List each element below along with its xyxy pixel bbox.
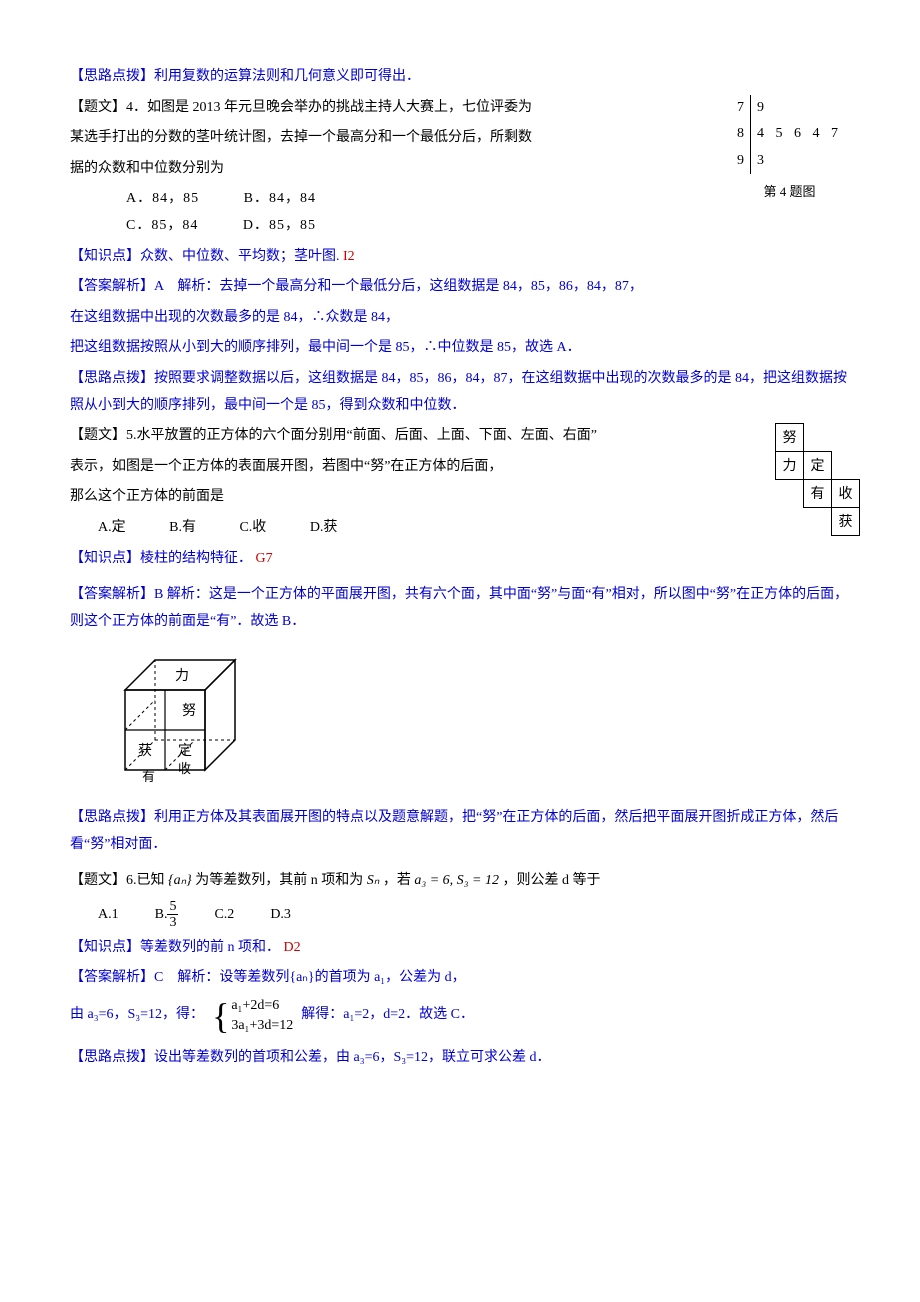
cube-you: 有 [142,769,155,784]
q5-hint: 【思路点拨】利用正方体及其表面展开图的特点以及题意解题，把“努”在正方体的后面，… [70,805,850,858]
cube-nu: 努 [182,703,196,719]
q5-stem-1: 【题文】5.水平放置的正方体的六个面分别用“前面、后面、上面、下面、左面、右面” [70,423,670,450]
cube-huo: 获 [138,743,152,759]
q4-optA: A．84，85 [126,186,199,213]
q5-ans: 【答案解析】B 解析：这是一个正方体的平面展开图，共有六个面，其中面“努”与面“… [70,582,850,635]
sl-l2: 3 [751,148,847,175]
q6-ans-l2b: 解得：a₁=2，d=2．故选 C． [301,1002,474,1029]
q4-ans-prefix: 【答案解析】A 解析： [70,279,219,294]
q4-stem-1: 【题文】4．如图是 2013 年元旦晚会举办的挑战主持人大赛上，七位评委为 [70,95,670,122]
brace-icon: { [212,998,229,1034]
q4-ans-3: 把这组数据按照从小到大的顺序排列，最中间一个是 85，∴中位数是 85，故选 A… [70,335,850,362]
q6-optC: C.2 [214,902,234,929]
q6-kp-label: 【知识点】等差数列的前 n 项和． [70,940,280,955]
q6-optB-pre: B. [155,907,168,922]
cube-ding: 定 [178,743,192,759]
q6-ans-prefix: 【答案解析】C 解析： [70,970,219,985]
q6-eq-bot: 3a₁+3d=12 [231,1016,293,1036]
q4-options-row2: C．85，84 D．85，85 [70,213,670,240]
q6-Sn: Sₙ [367,873,380,888]
q6-optD: D.3 [270,902,291,929]
q4-optD: D．85，85 [243,213,316,240]
stem-leaf-plot: 79 84 5 6 4 7 93 第 4 题图 [733,95,846,205]
q4-ans-l1: 去掉一个最高分和一个最低分后，这组数据是 84，85，86，84，87， [219,279,643,294]
q6-optB-den: 3 [167,915,178,930]
q6-stem: 【题文】6.已知 {aₙ} 为等差数列，其前 n 项和为 Sₙ ，若 a₃ = … [70,868,850,895]
cube-net: 努 力定 有收 获 [775,423,860,536]
net-0-0: 努 [776,424,804,452]
q6-kp-code: D2 [284,940,301,955]
q4-optC: C．85，84 [126,213,198,240]
q4-options-row1: A．84，85 B．84，84 [70,186,670,213]
q6-eq-top: a₁+2d=6 [231,996,293,1016]
q4-fig-caption: 第 4 题图 [733,180,846,205]
sl-l1: 4 5 6 4 7 [751,121,847,148]
q4-stem-2: 某选手打出的分数的茎叶统计图，去掉一个最高分和一个最低分后，所剩数 [70,125,670,152]
q6-system: { a₁+2d=6 3a₁+3d=12 [212,996,293,1035]
q6-d: ，则公差 d 等于 [503,873,601,888]
q5-optC: C.收 [239,520,266,535]
q6-seq: {aₙ} [168,873,192,888]
q6-hint: 【思路点拨】设出等差数列的首项和公差，由 a₃=6，S₃=12，联立可求公差 d… [70,1045,850,1072]
net-1-1: 定 [804,452,832,480]
q5-optB: B.有 [169,520,196,535]
q4-ans-2: 在这组数据中出现的次数最多的是 84，∴众数是 84， [70,305,850,332]
net-2-1: 有 [804,480,832,508]
q5-optD: D.获 [310,520,338,535]
q5-optA: A.定 [98,520,126,535]
q5-options: A.定 B.有 C.收 D.获 [70,515,670,542]
q4-optB: B．84，84 [244,186,316,213]
q6-ans-l1: 设等差数列{aₙ}的首项为 a₁，公差为 d， [219,970,465,985]
cube-shou: 收 [178,761,191,776]
q4-block: 【题文】4．如图是 2013 年元旦晚会举办的挑战主持人大赛上，七位评委为 某选… [70,95,850,240]
q5-kp: 【知识点】棱柱的结构特征． G7 [70,546,670,573]
q4-hint: 【思路点拨】按照要求调整数据以后，这组数据是 84，85，86，84，87，在这… [70,366,850,419]
q6-c: ，若 [383,873,411,888]
q6-kp: 【知识点】等差数列的前 n 项和． D2 [70,935,850,962]
q6-b: 为等差数列，其前 n 项和为 [195,873,363,888]
q5-kp-label: 【知识点】棱柱的结构特征． [70,551,252,566]
q5-stem-2: 表示，如图是一个正方体的表面展开图，若图中“努”在正方体的后面， [70,454,670,481]
net-2-2: 收 [832,480,860,508]
q4-ans-1: 【答案解析】A 解析：去掉一个最高分和一个最低分后，这组数据是 84，85，86… [70,274,850,301]
q6-optB-num: 5 [167,899,178,915]
q5-kp-code: G7 [256,551,273,566]
sl-s2: 9 [733,148,751,175]
cube-top: 力 [175,668,189,684]
net-3-2: 获 [832,508,860,536]
sl-s1: 8 [733,121,751,148]
q6-a: 【题文】6.已知 [70,873,165,888]
q4-kp: 【知识点】众数、中位数、平均数；茎叶图. I2 [70,244,850,271]
sl-l0: 9 [751,95,847,122]
q5-stem-3: 那么这个正方体的前面是 [70,484,670,511]
q6-options: A.1 B.53 C.2 D.3 [70,899,850,931]
q6-optB: B.53 [155,899,179,931]
q6-ans-l2a: 由 a₃=6，S₃=12，得： [70,1002,204,1029]
q6-ans-2: 由 a₃=6，S₃=12，得： { a₁+2d=6 3a₁+3d=12 解得：a… [70,996,850,1035]
sl-s0: 7 [733,95,751,122]
q4-kp-label: 【知识点】众数、中位数、平均数；茎叶图. [70,249,340,264]
q5-block: 【题文】5.水平放置的正方体的六个面分别用“前面、后面、上面、下面、左面、右面”… [70,423,850,572]
q6-optA: A.1 [98,902,119,929]
q6-ans-1: 【答案解析】C 解析：设等差数列{aₙ}的首项为 a₁，公差为 d， [70,965,850,992]
q4-kp-code: I2 [343,249,355,264]
net-1-0: 力 [776,452,804,480]
q6-cond: a₃ = 6, S₃ = 12 [414,873,499,888]
q4-stem-3: 据的众数和中位数分别为 [70,156,670,183]
cube-svg: 力 努 获 定 有 收 [90,645,260,795]
hint-q3: 【思路点拨】利用复数的运算法则和几何意义即可得出． [70,64,850,91]
cube-figure: 力 努 获 定 有 收 [90,645,850,795]
